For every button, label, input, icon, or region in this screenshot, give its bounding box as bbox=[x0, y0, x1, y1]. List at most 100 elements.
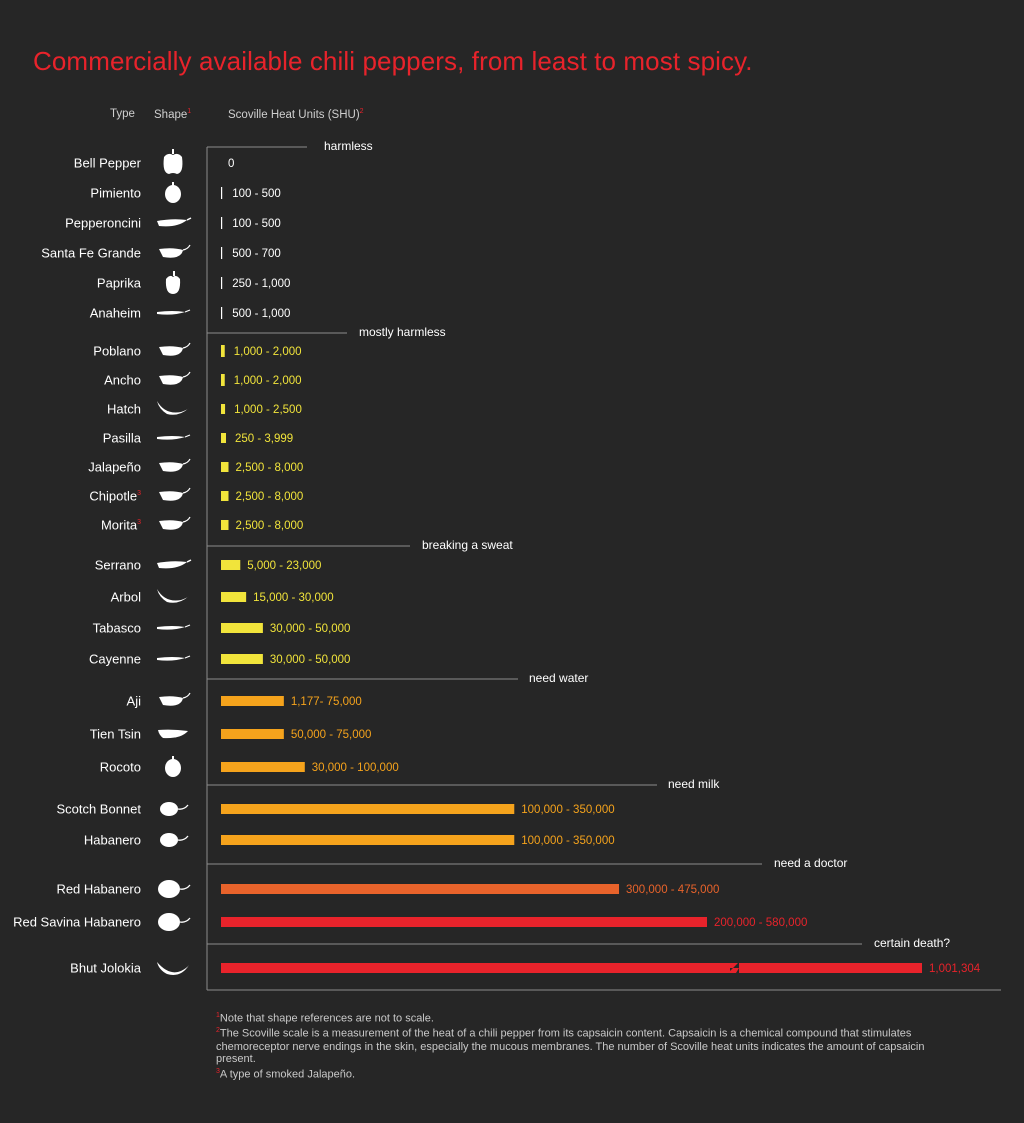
bar bbox=[221, 277, 223, 289]
bar bbox=[221, 804, 515, 814]
chipotle-icon bbox=[159, 487, 191, 501]
bar bbox=[221, 835, 515, 845]
poblano-icon bbox=[159, 342, 191, 356]
bar bbox=[221, 884, 620, 894]
pepper-name: Ancho bbox=[104, 372, 141, 388]
heat-category-label: certain death? bbox=[874, 936, 950, 950]
bar-value-label: 250 - 3,999 bbox=[235, 433, 293, 445]
bar bbox=[221, 762, 305, 772]
bar-value-label: 100,000 - 350,000 bbox=[521, 835, 614, 847]
pepperoncini-icon bbox=[157, 217, 192, 227]
pasilla-icon bbox=[157, 434, 191, 440]
bar-value-label: 100 - 500 bbox=[232, 218, 281, 230]
pepper-name: Serrano bbox=[94, 557, 141, 573]
bar bbox=[221, 963, 730, 973]
footnotes: 1Note that shape references are not to s… bbox=[216, 1010, 961, 1081]
bar-value-label: 2,500 - 8,000 bbox=[236, 462, 304, 474]
type-column-header: Type bbox=[110, 108, 135, 120]
morita-icon bbox=[159, 516, 191, 530]
shu-column-header: Scoville Heat Units (SHU)2 bbox=[228, 108, 364, 121]
pepper-name: Red Savina Habanero bbox=[13, 914, 141, 930]
bar-value-label: 500 - 700 bbox=[232, 248, 281, 260]
bar-value-label: 100 - 500 bbox=[232, 188, 281, 200]
pepper-name: Tien Tsin bbox=[89, 726, 141, 742]
pepper-name: Morita3 bbox=[100, 517, 141, 533]
pepper-name: Paprika bbox=[96, 275, 141, 291]
bhut-jolokia-icon bbox=[157, 962, 189, 975]
bar-value-label: 200,000 - 580,000 bbox=[714, 917, 807, 929]
footnote-1: 1Note that shape references are not to s… bbox=[216, 1012, 434, 1025]
bar-value-label: 2,500 - 8,000 bbox=[236, 491, 304, 503]
tien-tsin-icon bbox=[158, 729, 188, 739]
bell-pepper-icon bbox=[163, 149, 183, 174]
bar-value-label: 0 bbox=[228, 158, 234, 170]
bar bbox=[221, 345, 225, 357]
pepper-name: Aji bbox=[126, 693, 141, 709]
pepper-name: Chipotle3 bbox=[89, 488, 141, 504]
bar-value-label: 250 - 1,000 bbox=[232, 278, 290, 290]
bar-value-label: 30,000 - 50,000 bbox=[270, 654, 351, 666]
bar bbox=[221, 729, 284, 739]
pepper-name: Bell Pepper bbox=[73, 155, 141, 171]
bar bbox=[221, 217, 223, 229]
bar-value-label: 100,000 - 350,000 bbox=[521, 804, 614, 816]
pimiento-icon bbox=[165, 182, 181, 203]
bar-value-label: 30,000 - 50,000 bbox=[270, 623, 351, 635]
rocoto-icon bbox=[165, 756, 181, 777]
jalapeno-icon bbox=[159, 458, 191, 472]
bar bbox=[221, 462, 229, 472]
bar-value-label: 5,000 - 23,000 bbox=[247, 560, 321, 572]
pepper-name: Jalapeño bbox=[88, 459, 141, 475]
pepper-name: Hatch bbox=[107, 401, 141, 417]
serrano-icon bbox=[157, 559, 192, 569]
heat-category-label: need milk bbox=[668, 777, 720, 791]
tabasco-icon bbox=[157, 624, 191, 630]
paprika-icon bbox=[165, 271, 181, 294]
anaheim-icon bbox=[157, 309, 191, 315]
habanero-icon bbox=[160, 833, 189, 847]
bar-value-label: 30,000 - 100,000 bbox=[312, 762, 399, 774]
bar bbox=[221, 307, 223, 319]
heat-category-label: need a doctor bbox=[774, 856, 847, 870]
red-habanero-icon bbox=[158, 880, 191, 898]
scotch-bonnet-icon bbox=[160, 802, 189, 816]
pepper-name: Anaheim bbox=[89, 305, 141, 321]
bar-value-label: 50,000 - 75,000 bbox=[291, 729, 372, 741]
bar-value-label: 1,177- 75,000 bbox=[291, 696, 362, 708]
bar bbox=[221, 247, 223, 259]
bar bbox=[221, 404, 226, 414]
bar bbox=[221, 374, 225, 386]
arbol-icon bbox=[157, 589, 189, 603]
bar bbox=[221, 560, 241, 570]
pepper-name: Rocoto bbox=[99, 759, 141, 775]
pepper-name: Santa Fe Grande bbox=[41, 245, 141, 261]
heat-category-label: breaking a sweat bbox=[422, 538, 513, 552]
pepper-name: Bhut Jolokia bbox=[70, 960, 141, 976]
bar bbox=[221, 433, 226, 443]
bar-value-label: 2,500 - 8,000 bbox=[236, 520, 304, 532]
heat-category-label: need water bbox=[529, 671, 588, 685]
bar-value-label: 15,000 - 30,000 bbox=[253, 592, 334, 604]
santa-fe-grande-icon bbox=[159, 244, 191, 258]
axis-break-mark bbox=[727, 963, 739, 973]
pepper-name: Habanero bbox=[83, 832, 141, 848]
ancho-icon bbox=[159, 371, 191, 385]
chart-title: Commercially available chili peppers, fr… bbox=[33, 46, 753, 76]
bar-value-label: 300,000 - 475,000 bbox=[626, 884, 719, 896]
pepper-name: Pasilla bbox=[102, 430, 141, 446]
shape-column-header: Shape1 bbox=[154, 108, 192, 121]
hatch-icon bbox=[157, 401, 189, 415]
bar bbox=[221, 520, 229, 530]
bar-value-label: 1,000 - 2,000 bbox=[234, 346, 302, 358]
pepper-name: Pimiento bbox=[90, 185, 141, 201]
bar bbox=[739, 963, 922, 973]
bar bbox=[221, 696, 284, 706]
bar-value-label: 500 - 1,000 bbox=[232, 308, 290, 320]
heat-category-label: harmless bbox=[324, 139, 373, 153]
bar bbox=[221, 592, 247, 602]
bar bbox=[221, 917, 707, 927]
cayenne-icon bbox=[157, 655, 191, 661]
pepper-name: Arbol bbox=[110, 589, 141, 605]
footnote-2: 2The Scoville scale is a measurement of … bbox=[216, 1027, 925, 1066]
